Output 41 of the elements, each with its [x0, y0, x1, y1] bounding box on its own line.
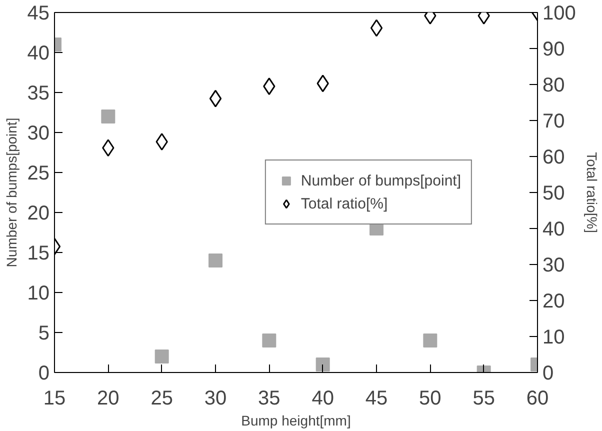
x-tick-label: 25 — [150, 388, 173, 410]
y-tick-label: 5 — [38, 322, 50, 344]
y2-tick-label: 40 — [542, 218, 565, 240]
y-tick-label: 10 — [27, 282, 50, 304]
x-tick-label: 55 — [472, 388, 495, 410]
point — [101, 110, 116, 124]
y-tick-label: 25 — [27, 162, 50, 184]
point — [154, 350, 169, 364]
legend-label: Total ratio[%] — [300, 195, 389, 212]
y-tick-label: 35 — [27, 82, 50, 104]
y2-tick-label: 80 — [542, 74, 565, 96]
y2-axis-title: Total ratio[%] — [584, 152, 600, 233]
point — [316, 358, 330, 372]
y-tick-label: 40 — [27, 42, 50, 64]
y-tick-label: 45 — [27, 2, 50, 24]
y2-tick-label: 70 — [542, 110, 565, 132]
y-tick-label: 30 — [27, 122, 50, 144]
y2-tick-label: 20 — [542, 290, 565, 312]
y2-tick-label: 60 — [542, 146, 565, 168]
x-tick-label: 40 — [312, 388, 334, 410]
y-axis-title: Number of bumps[point] — [3, 118, 20, 268]
x-tick-label: 45 — [365, 388, 388, 410]
y2-tick-label: 10 — [542, 326, 565, 348]
y-tick-label: 20 — [27, 202, 50, 224]
point — [208, 254, 222, 268]
y-tick-label: 15 — [27, 242, 50, 264]
y2-tick-label: 100 — [542, 2, 576, 24]
x-tick-label: 60 — [526, 388, 549, 410]
x-axis-title: Bump height[mm] — [241, 412, 351, 428]
legend-label: Number of bumps[point] — [300, 172, 461, 189]
point — [423, 334, 438, 348]
y2-tick-label: 90 — [542, 38, 565, 60]
y-tick-label: 0 — [38, 362, 50, 384]
y2-tick-label: 0 — [542, 362, 554, 384]
x-tick-label: 50 — [419, 388, 442, 410]
point — [262, 334, 276, 348]
x-tick-label: 20 — [97, 388, 120, 410]
x-tick-label: 30 — [204, 388, 227, 410]
y2-tick-label: 30 — [542, 254, 565, 276]
x-tick-label: 35 — [258, 388, 280, 410]
y2-tick-label: 50 — [542, 182, 565, 204]
